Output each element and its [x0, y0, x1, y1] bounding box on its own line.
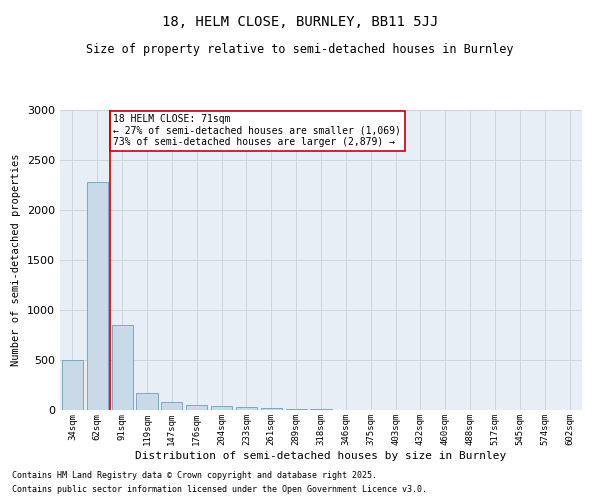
Bar [261, 408, 282, 410]
Text: 18 HELM CLOSE: 71sqm
← 27% of semi-detached houses are smaller (1,069)
73% of se: 18 HELM CLOSE: 71sqm ← 27% of semi-detac… [113, 114, 401, 147]
Bar [161, 402, 182, 410]
Y-axis label: Number of semi-detached properties: Number of semi-detached properties [11, 154, 22, 366]
Bar [87, 182, 108, 410]
Text: Contains public sector information licensed under the Open Government Licence v3: Contains public sector information licen… [12, 486, 427, 494]
Bar [310, 409, 332, 410]
Bar [62, 360, 83, 410]
Text: Contains HM Land Registry data © Crown copyright and database right 2025.: Contains HM Land Registry data © Crown c… [12, 470, 377, 480]
Text: Size of property relative to semi-detached houses in Burnley: Size of property relative to semi-detach… [86, 42, 514, 56]
Bar [186, 404, 207, 410]
Bar [236, 407, 257, 410]
Text: 18, HELM CLOSE, BURNLEY, BB11 5JJ: 18, HELM CLOSE, BURNLEY, BB11 5JJ [162, 15, 438, 29]
Bar [211, 406, 232, 410]
Bar [112, 325, 133, 410]
Bar [136, 392, 158, 410]
X-axis label: Distribution of semi-detached houses by size in Burnley: Distribution of semi-detached houses by … [136, 450, 506, 460]
Bar [286, 408, 307, 410]
